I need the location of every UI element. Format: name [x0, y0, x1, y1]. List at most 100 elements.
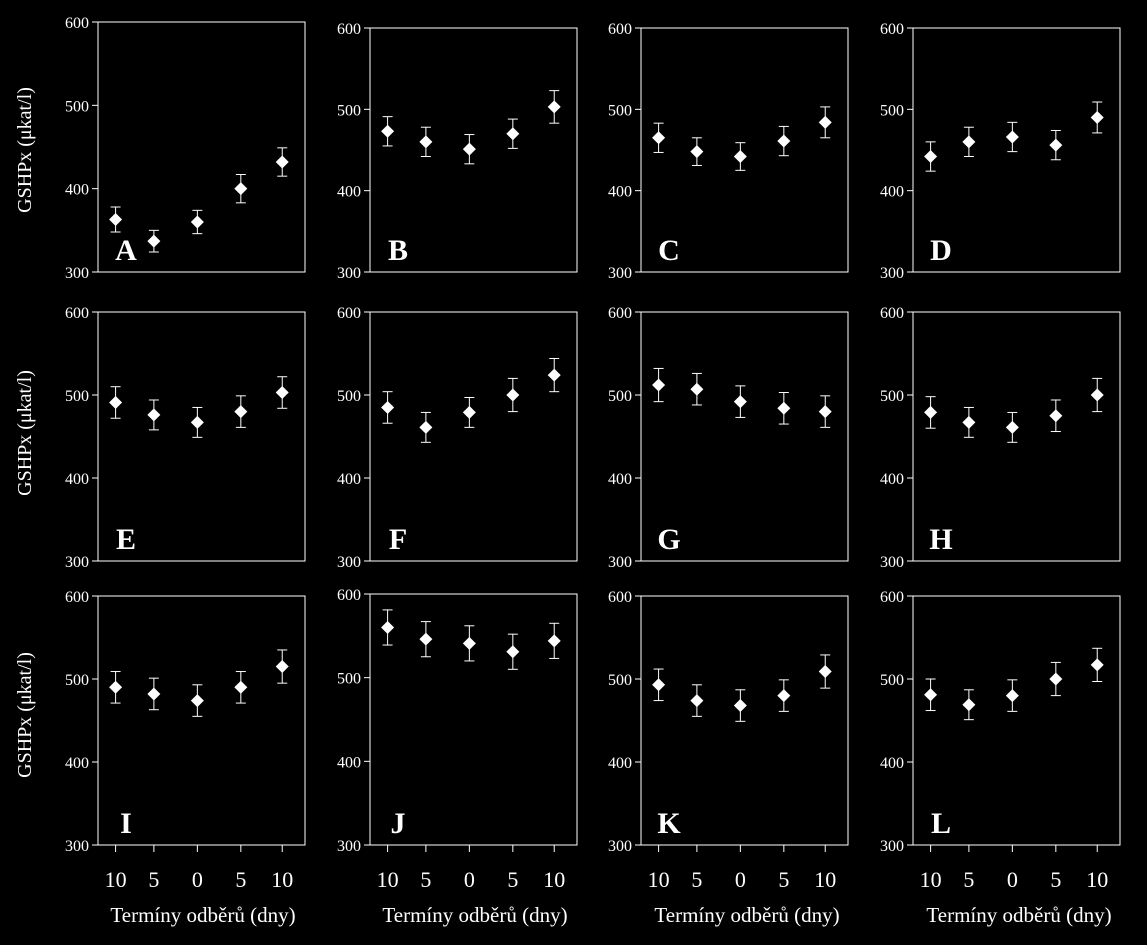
panel-e-frame: [97, 311, 306, 562]
panel-l-x-tick-label: 0: [1007, 867, 1018, 892]
panel-d-y-tick-label: 600: [880, 21, 904, 38]
panel-f-data-point: [547, 368, 561, 382]
panel-l-y-tick-label: 400: [880, 755, 904, 772]
panel-l-y-tick-label: 600: [880, 589, 904, 606]
panel-a-y-tick-label: 300: [65, 265, 89, 282]
panel-d-data-point: [1049, 138, 1063, 152]
panel-j-x-tick-label: 5: [507, 867, 518, 892]
panel-l-data-point: [924, 688, 938, 702]
panel-g-data-point: [818, 405, 832, 419]
panel-i-data-point: [109, 680, 123, 694]
panel-j-frame: [369, 593, 578, 846]
panel-f-data-point: [462, 405, 476, 419]
panel-k-data-point: [818, 665, 832, 679]
panel-c-label: C: [658, 234, 680, 267]
panel-j-label: J: [391, 807, 406, 840]
panel-c-data-point: [733, 150, 747, 164]
panel-k-y-tick-label: 300: [608, 838, 632, 855]
panel-i-label: I: [120, 807, 132, 840]
panel-h-y-tick-label: 500: [880, 388, 904, 405]
panel-a-data-point: [275, 155, 289, 169]
panel-a-label: A: [115, 234, 137, 267]
panel-i-y-tick-label: 400: [65, 755, 89, 772]
panel-k-data-point: [690, 694, 704, 708]
panel-j-x-tick-label: 10: [377, 867, 399, 892]
x-axis-label-col-1: Termíny odběrů (dny): [110, 903, 295, 927]
panel-e-data-point: [234, 405, 248, 419]
panel-a-frame: [97, 21, 306, 273]
panel-h-data-point: [962, 415, 976, 429]
panel-g-data-point: [733, 395, 747, 409]
panel-a-y-tick-label: 500: [65, 98, 89, 115]
panel-d-frame: [912, 27, 1121, 273]
panel-h-data-point: [1005, 420, 1019, 434]
panel-e-y-tick-label: 400: [65, 471, 89, 488]
panel-l-x-tick-label: 5: [1050, 867, 1061, 892]
y-axis-label-row-1: GSHPx (μkat/l): [14, 87, 36, 213]
panel-j-data-point: [547, 634, 561, 648]
panel-l-data-point: [962, 698, 976, 712]
panel-e-y-tick-label: 600: [65, 305, 89, 322]
panel-i-y-tick-label: 300: [65, 838, 89, 855]
panel-c-data-point: [818, 115, 832, 129]
panel-g-data-point: [690, 382, 704, 396]
panel-g-y-tick-label: 600: [608, 305, 632, 322]
panel-l-label: L: [931, 807, 951, 840]
panel-c-y-tick-label: 300: [608, 265, 632, 282]
panel-b-data-point: [547, 100, 561, 114]
panel-i-x-tick-label: 10: [105, 867, 127, 892]
x-axis-label-col-3: Termíny odběrů (dny): [654, 903, 839, 927]
x-axis-label-col-4: Termíny odběrů (dny): [926, 903, 1111, 927]
panel-f-y-tick-label: 500: [337, 388, 361, 405]
panel-k-data-point: [733, 699, 747, 713]
panel-g-y-tick-label: 300: [608, 554, 632, 571]
panel-k-x-tick-label: 5: [778, 867, 789, 892]
panel-d-y-tick-label: 300: [880, 265, 904, 282]
panel-k-data-point: [652, 678, 666, 692]
panel-g-frame: [640, 311, 849, 562]
panel-l-data-point: [1049, 672, 1063, 686]
y-axis-label-row-2: GSHPx (μkat/l): [14, 370, 36, 496]
panel-h-y-tick-label: 600: [880, 305, 904, 322]
panel-b-label: B: [388, 234, 408, 267]
panel-f-y-tick-label: 400: [337, 471, 361, 488]
panel-i-data-point: [147, 687, 161, 701]
panel-k-y-tick-label: 500: [608, 672, 632, 689]
panel-c-y-tick-label: 400: [608, 184, 632, 201]
panel-a-data-point: [234, 182, 248, 196]
panel-e-data-point: [147, 408, 161, 422]
panel-k-x-tick-label: 0: [735, 867, 746, 892]
panel-k-x-tick-label: 10: [814, 867, 836, 892]
panel-l-x-tick-label: 10: [1086, 867, 1108, 892]
panel-k-y-tick-label: 600: [608, 589, 632, 606]
panel-i-x-tick-label: 5: [235, 867, 246, 892]
panel-h-data-point: [1049, 409, 1063, 423]
panel-d-data-point: [924, 150, 938, 164]
panel-i-x-tick-label: 10: [271, 867, 293, 892]
panel-j-data-point: [462, 636, 476, 650]
panel-l-data-point: [1090, 658, 1104, 672]
panel-d-y-tick-label: 400: [880, 184, 904, 201]
panel-e-y-tick-label: 300: [65, 554, 89, 571]
panel-j-x-tick-label: 5: [420, 867, 431, 892]
panel-f-data-point: [506, 388, 520, 402]
panel-g-data-point: [652, 378, 666, 392]
panel-d-label: D: [930, 234, 952, 267]
panel-i-frame: [97, 595, 306, 846]
panel-g-label: G: [657, 523, 680, 556]
panel-d-data-point: [1090, 110, 1104, 124]
panel-j-data-point: [506, 645, 520, 659]
panel-e-label: E: [116, 523, 136, 556]
panel-a-y-tick-label: 400: [65, 182, 89, 199]
panel-l-y-tick-label: 300: [880, 838, 904, 855]
panel-g-y-tick-label: 400: [608, 471, 632, 488]
panel-l-data-point: [1005, 689, 1019, 703]
panel-i-data-point: [234, 680, 248, 694]
panel-e-y-tick-label: 500: [65, 388, 89, 405]
panel-j-x-tick-label: 10: [543, 867, 565, 892]
panel-i-y-tick-label: 600: [65, 589, 89, 606]
panel-a-data-point: [190, 215, 204, 229]
panel-c-y-tick-label: 600: [608, 21, 632, 38]
panel-h-label: H: [929, 523, 952, 556]
